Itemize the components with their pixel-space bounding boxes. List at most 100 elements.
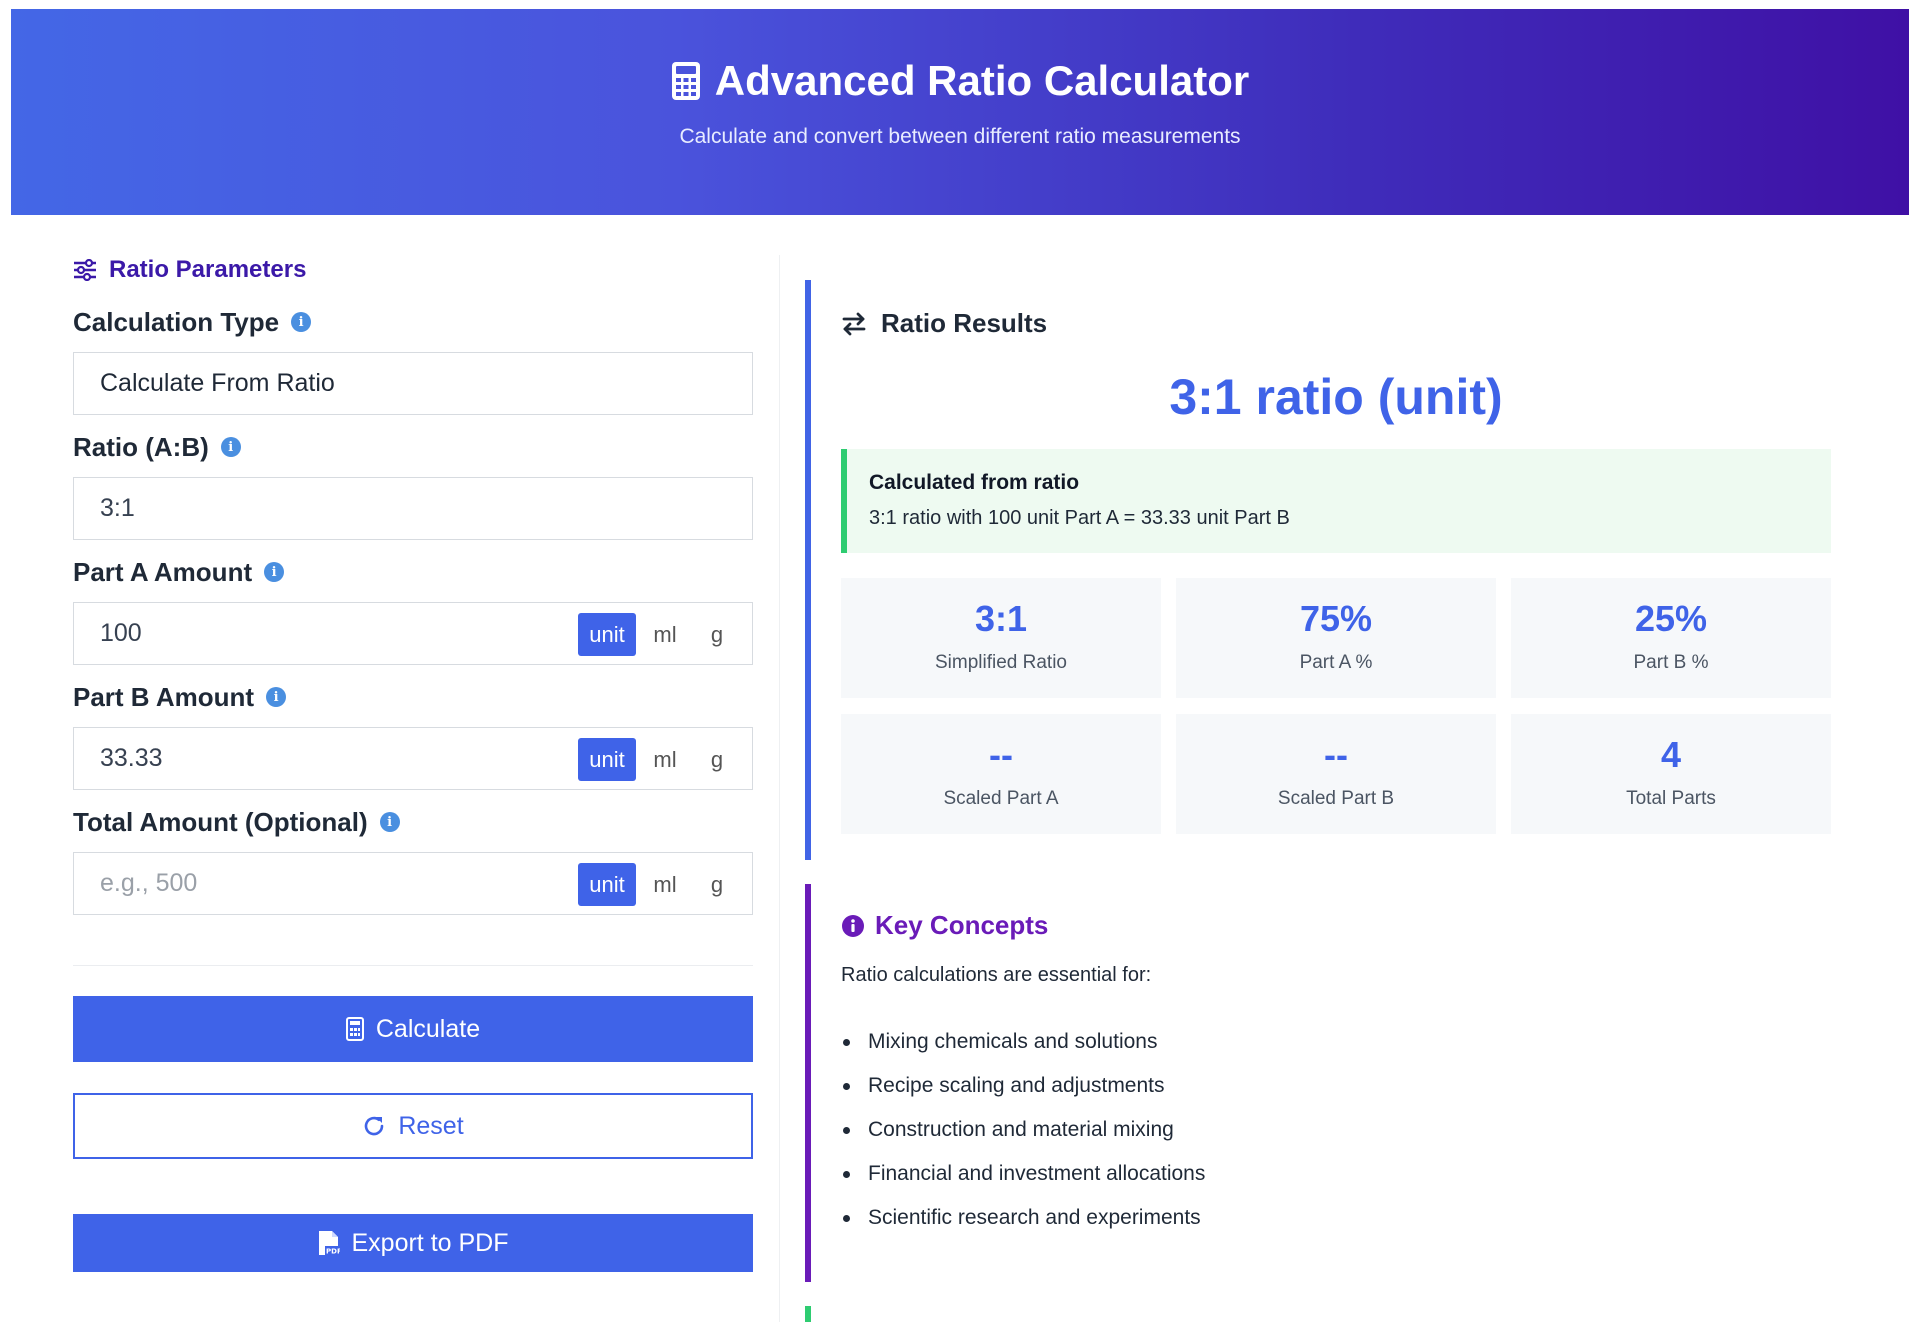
info-icon[interactable]: i xyxy=(220,437,241,457)
next-card-border xyxy=(805,1306,811,1322)
bullet-icon xyxy=(843,1038,850,1046)
info-icon[interactable]: i xyxy=(291,312,312,332)
stat-part-b-percent: 25% Part B % xyxy=(1511,578,1831,698)
unit-option-g[interactable]: g xyxy=(710,746,724,772)
reset-button[interactable]: Reset xyxy=(73,1093,753,1159)
ratio-label: Ratio (A:B) i xyxy=(73,429,753,465)
stat-value: 75% xyxy=(1299,598,1373,639)
stat-value: -- xyxy=(1324,734,1348,775)
calculate-button[interactable]: Calculate xyxy=(73,996,753,1062)
stat-scaled-part-a: -- Scaled Part A xyxy=(841,714,1161,834)
key-concepts-intro: Ratio calculations are essential for: xyxy=(841,964,1152,986)
part-a-input-value: 100 xyxy=(100,619,142,647)
info-icon[interactable]: i xyxy=(379,812,400,832)
part-b-label: Part B Amount i xyxy=(73,679,753,715)
stat-scaled-part-b: -- Scaled Part B xyxy=(1176,714,1496,834)
unit-option-g[interactable]: g xyxy=(710,871,724,897)
calc-type-select[interactable]: Calculate From Ratio xyxy=(73,352,753,415)
key-concepts-title: Key Concepts xyxy=(841,910,1048,941)
page-title: Advanced Ratio Calculator xyxy=(11,57,1909,105)
total-label-text: Total Amount (Optional) xyxy=(73,806,368,837)
unit-option-unit[interactable]: unit xyxy=(578,613,636,656)
part-a-unit-selector: unit ml g xyxy=(578,613,740,656)
calc-type-label: Calculation Type i xyxy=(73,304,753,340)
unit-option-ml[interactable]: ml xyxy=(653,871,677,897)
stat-simplified-ratio: 3:1 Simplified Ratio xyxy=(841,578,1161,698)
stat-value: 25% xyxy=(1634,598,1708,639)
calc-type-value: Calculate From Ratio xyxy=(100,369,335,397)
export-pdf-button[interactable]: PDF Export to PDF xyxy=(73,1214,753,1272)
stat-label: Part A % xyxy=(1299,652,1373,673)
calculator-icon xyxy=(671,62,700,100)
results-title: Ratio Results xyxy=(841,308,1047,339)
key-concepts-title-text: Key Concepts xyxy=(875,910,1049,940)
part-b-label-text: Part B Amount xyxy=(73,681,255,712)
unit-option-ml[interactable]: ml xyxy=(653,746,677,772)
key-concepts-card: Key Concepts Ratio calculations are esse… xyxy=(805,884,1830,1282)
ratio-input-value: 3:1 xyxy=(100,494,135,522)
divider xyxy=(73,965,753,966)
stat-part-a-percent: 75% Part A % xyxy=(1176,578,1496,698)
export-pdf-button-label: Export to PDF xyxy=(351,1228,509,1257)
stat-total-parts: 4 Total Parts xyxy=(1511,714,1831,834)
section-title-text: Ratio Parameters xyxy=(109,256,307,283)
total-input[interactable]: e.g., 500 unit ml g xyxy=(73,852,753,915)
unit-option-ml[interactable]: ml xyxy=(653,621,677,647)
pdf-file-icon: PDF xyxy=(318,1231,340,1256)
list-item: Construction and material mixing xyxy=(843,1108,1205,1152)
info-icon[interactable]: i xyxy=(264,562,285,582)
unit-option-unit[interactable]: unit xyxy=(578,738,636,781)
total-input-placeholder: e.g., 500 xyxy=(100,869,198,897)
bullet-icon xyxy=(843,1126,850,1134)
results-title-text: Ratio Results xyxy=(881,308,1048,338)
ratio-input[interactable]: 3:1 xyxy=(73,477,753,540)
stat-label: Scaled Part B xyxy=(1277,788,1395,809)
list-item-text: Scientific research and experiments xyxy=(868,1206,1201,1229)
sliders-icon xyxy=(74,259,96,281)
section-title: Ratio Parameters xyxy=(73,250,753,290)
unit-option-g[interactable]: g xyxy=(710,621,724,647)
exchange-icon xyxy=(842,312,866,335)
list-item: Financial and investment allocations xyxy=(843,1152,1205,1196)
list-item: Recipe scaling and adjustments xyxy=(843,1064,1205,1108)
column-separator xyxy=(779,255,780,1322)
svg-text:PDF: PDF xyxy=(326,1248,340,1256)
stat-label: Scaled Part A xyxy=(943,788,1059,809)
list-item: Mixing chemicals and solutions xyxy=(843,1020,1205,1064)
part-a-input[interactable]: 100 unit ml g xyxy=(73,602,753,665)
stat-value: 3:1 xyxy=(974,598,1028,639)
calculation-summary-detail: 3:1 ratio with 100 unit Part A = 33.33 u… xyxy=(869,507,1290,529)
bullet-icon xyxy=(843,1170,850,1178)
list-item-text: Construction and material mixing xyxy=(868,1118,1174,1141)
key-concepts-list: Mixing chemicals and solutions Recipe sc… xyxy=(843,1020,1205,1240)
calculator-icon xyxy=(345,1017,364,1041)
bullet-icon xyxy=(843,1214,850,1222)
bullet-icon xyxy=(843,1082,850,1090)
page-subtitle: Calculate and convert between different … xyxy=(679,125,1241,148)
part-b-unit-selector: unit ml g xyxy=(578,738,740,781)
calculation-summary-title: Calculated from ratio xyxy=(869,471,1080,494)
calculation-summary: Calculated from ratio 3:1 ratio with 100… xyxy=(841,449,1831,553)
list-item-text: Mixing chemicals and solutions xyxy=(868,1030,1158,1053)
stat-label: Part B % xyxy=(1633,652,1709,673)
list-item-text: Financial and investment allocations xyxy=(868,1162,1206,1185)
redo-icon xyxy=(365,1116,384,1136)
part-a-label-text: Part A Amount xyxy=(73,556,253,587)
stat-label: Total Parts xyxy=(1626,788,1716,809)
info-icon[interactable]: i xyxy=(266,687,287,707)
info-circle-icon xyxy=(842,914,864,937)
stat-value: 4 xyxy=(1660,734,1682,775)
calculate-button-label: Calculate xyxy=(375,1014,481,1043)
total-unit-selector: unit ml g xyxy=(578,863,740,906)
ratio-result-main: 3:1 ratio (unit) xyxy=(1169,369,1503,425)
ratio-results-card: Ratio Results 3:1 ratio (unit) Calculate… xyxy=(805,280,1831,860)
part-b-input-value: 33.33 xyxy=(100,744,163,772)
stat-value: -- xyxy=(989,734,1013,775)
ratio-parameters-panel: Ratio Parameters Calculation Type i Calc… xyxy=(73,250,753,1272)
part-b-input[interactable]: 33.33 unit ml g xyxy=(73,727,753,790)
unit-option-unit[interactable]: unit xyxy=(578,863,636,906)
reset-button-label: Reset xyxy=(398,1111,464,1140)
list-item: Scientific research and experiments xyxy=(843,1196,1205,1240)
calc-type-label-text: Calculation Type xyxy=(73,306,280,337)
page-header: Advanced Ratio Calculator Calculate and … xyxy=(11,9,1909,215)
